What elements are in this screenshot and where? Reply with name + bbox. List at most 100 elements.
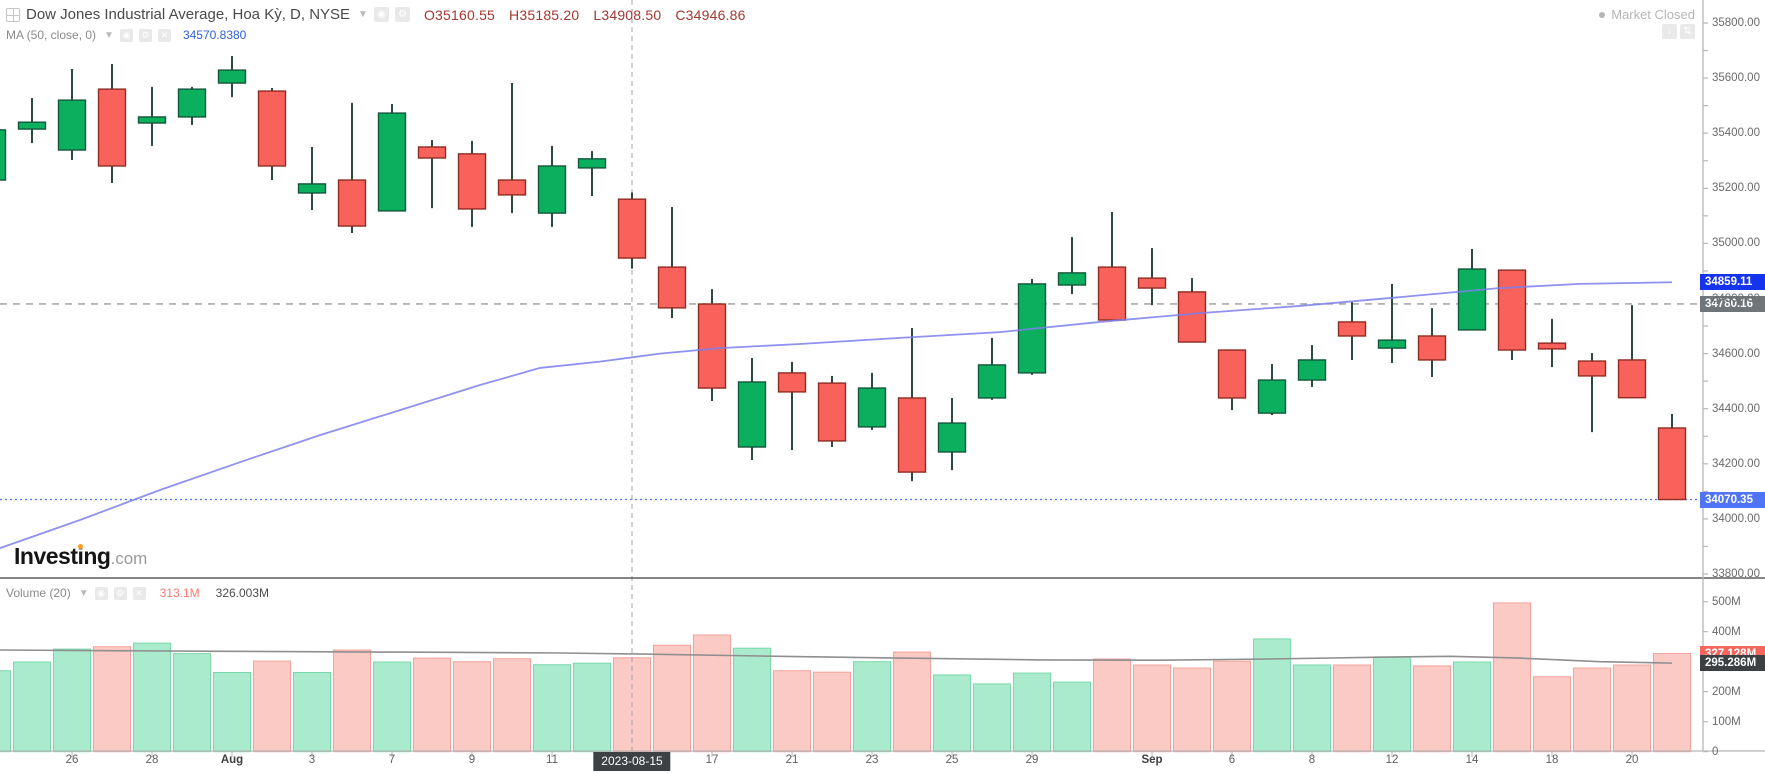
candle-body[interactable] [0,129,7,181]
volume-bar[interactable] [773,670,811,753]
volume-bar[interactable] [1653,653,1691,753]
candle-body[interactable] [817,382,847,442]
candle-body[interactable] [1417,335,1447,361]
volume-bar[interactable] [853,661,891,753]
volume-bar[interactable] [1373,656,1411,753]
candle-body[interactable] [1657,427,1687,501]
volume-bar[interactable] [533,664,571,753]
candle-body[interactable] [417,146,447,159]
volume-label[interactable]: Volume (20) [6,586,71,600]
candle-body[interactable] [937,422,967,453]
candle-body[interactable] [497,179,527,196]
candle-body[interactable] [257,90,287,167]
candle-body[interactable] [337,179,367,227]
volume-bar[interactable] [453,661,491,753]
volume-bar[interactable] [653,644,691,753]
volume-bar[interactable] [1533,676,1571,753]
visibility-icon[interactable]: ◉ [119,28,133,42]
layout-grid-icon[interactable] [6,7,20,22]
arrows-updown-icon[interactable]: ⇅ [1680,24,1695,39]
volume-bar[interactable] [933,674,971,753]
volume-bar[interactable] [1613,664,1651,753]
volume-bar[interactable] [693,634,731,753]
volume-bar[interactable] [1053,681,1091,753]
candle-body[interactable] [537,165,567,214]
candle-body[interactable] [857,387,887,428]
volume-bar[interactable] [133,642,171,753]
candle-body[interactable] [297,183,327,194]
volume-bar[interactable] [253,660,291,753]
candle-body[interactable] [697,303,727,389]
gear-icon[interactable]: ⚙ [138,28,152,42]
candle-body[interactable] [217,69,247,84]
symbol-title[interactable]: Dow Jones Industrial Average, Hoa Kỳ, D,… [26,6,351,23]
volume-bar[interactable] [293,672,331,753]
candle-body[interactable] [1137,277,1167,289]
volume-bar[interactable] [1293,664,1331,753]
volume-bar[interactable] [893,651,931,753]
close-icon[interactable]: ✕ [157,28,171,42]
volume-bar[interactable] [333,649,371,753]
candle-body[interactable] [657,266,687,309]
volume-bar[interactable] [1013,672,1051,753]
gear-icon[interactable]: ⚙ [394,7,410,22]
candle-body[interactable] [617,198,647,259]
candle-body[interactable] [1297,359,1327,381]
chevron-down-icon[interactable]: ▼ [104,29,114,41]
ma-label[interactable]: MA (50, close, 0) [6,28,97,42]
candle-body[interactable] [17,121,47,130]
candle-body[interactable] [1577,360,1607,377]
candle-body[interactable] [897,397,927,473]
candle-body[interactable] [137,116,167,124]
volume-bar[interactable] [53,648,91,753]
candle-body[interactable] [577,158,607,169]
volume-bar[interactable] [1173,667,1211,753]
candle-body[interactable] [977,364,1007,399]
candle-body[interactable] [1257,379,1287,414]
volume-bar[interactable] [213,672,251,753]
chevron-down-icon[interactable]: ▼ [78,587,89,599]
close-icon[interactable]: ✕ [132,586,146,600]
volume-bar[interactable] [1493,602,1531,753]
candle-body[interactable] [1217,349,1247,399]
volume-bar[interactable] [733,647,771,753]
volume-bar[interactable] [1413,665,1451,753]
candle-body[interactable] [97,88,127,167]
candle-body[interactable] [1617,359,1647,399]
candle-body[interactable] [1097,266,1127,321]
volume-bar[interactable] [813,671,851,753]
volume-bar[interactable] [413,657,451,753]
visibility-icon[interactable]: ◉ [373,7,389,22]
candle-body[interactable] [377,112,407,212]
volume-bar[interactable] [973,683,1011,753]
volume-bar[interactable] [573,662,611,753]
volume-bar[interactable] [1453,661,1491,753]
candle-body[interactable] [737,381,767,448]
volume-bar[interactable] [0,670,11,753]
volume-bar[interactable] [373,661,411,753]
arrow-down-icon[interactable]: ↓ [1662,24,1677,39]
volume-bar[interactable] [93,646,131,753]
candle-body[interactable] [177,88,207,118]
volume-bar[interactable] [13,661,51,753]
volume-bar[interactable] [493,658,531,753]
candle-body[interactable] [1497,269,1527,351]
candle-body[interactable] [57,99,87,151]
chevron-down-icon[interactable]: ▼ [358,9,368,20]
volume-bar[interactable] [1253,638,1291,753]
candle-body[interactable] [457,153,487,210]
volume-bar[interactable] [1333,664,1371,753]
gear-icon[interactable]: ⚙ [113,586,127,600]
volume-bar[interactable] [173,653,211,753]
volume-bar[interactable] [1093,658,1131,753]
volume-bar[interactable] [1213,660,1251,753]
candle-body[interactable] [1457,268,1487,331]
candle-body[interactable] [1057,272,1087,286]
volume-bar[interactable] [1133,664,1171,753]
candle-body[interactable] [1537,342,1567,350]
volume-bar[interactable] [1573,667,1611,753]
candle-body[interactable] [1177,291,1207,343]
candle-body[interactable] [1377,339,1407,349]
visibility-icon[interactable]: ◉ [94,586,108,600]
